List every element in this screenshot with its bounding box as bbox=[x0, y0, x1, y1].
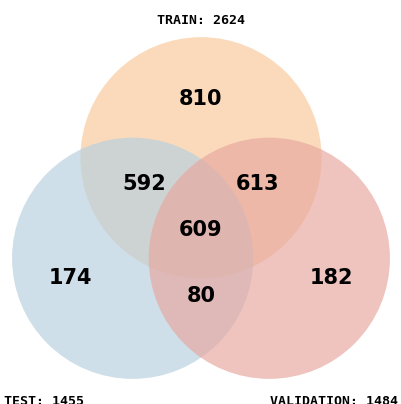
Text: TEST: 1455: TEST: 1455 bbox=[4, 395, 84, 404]
Text: 609: 609 bbox=[179, 220, 222, 240]
Text: 613: 613 bbox=[235, 174, 278, 194]
Circle shape bbox=[80, 37, 321, 278]
Text: 182: 182 bbox=[309, 268, 352, 288]
Circle shape bbox=[148, 138, 389, 379]
Text: 80: 80 bbox=[186, 286, 215, 307]
Text: 810: 810 bbox=[179, 90, 222, 109]
Text: 174: 174 bbox=[49, 268, 92, 288]
Text: 592: 592 bbox=[123, 174, 166, 194]
Circle shape bbox=[12, 138, 253, 379]
Text: VALIDATION: 1484: VALIDATION: 1484 bbox=[269, 395, 397, 404]
Text: TRAIN: 2624: TRAIN: 2624 bbox=[157, 14, 244, 27]
